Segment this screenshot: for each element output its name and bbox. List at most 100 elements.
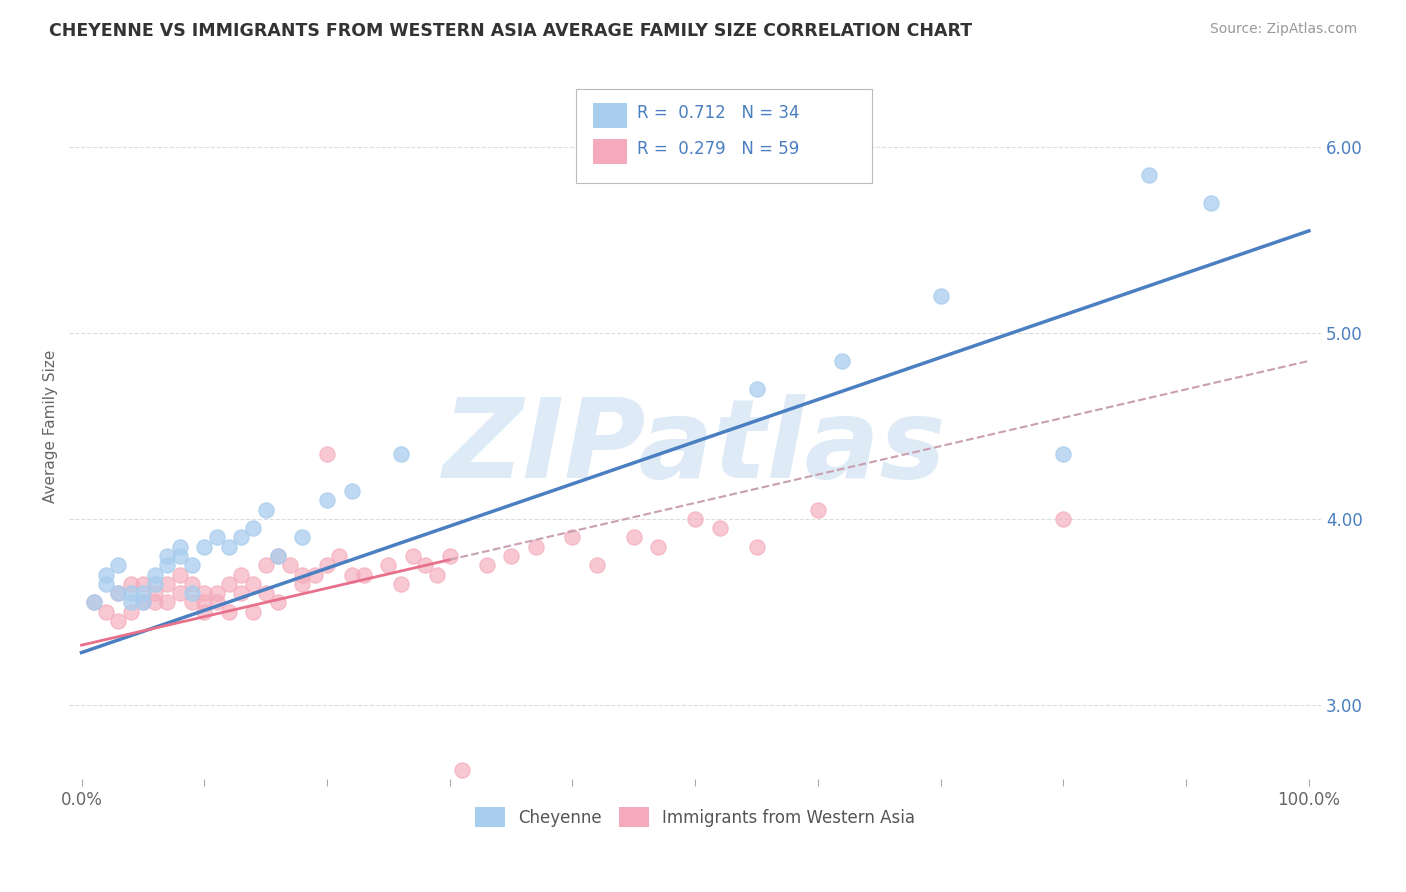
Point	[389, 577, 412, 591]
Point	[193, 605, 215, 619]
Point	[181, 577, 204, 591]
Point	[328, 549, 350, 563]
Point	[193, 540, 215, 554]
Point	[169, 567, 191, 582]
Point	[475, 558, 498, 573]
Point	[107, 586, 129, 600]
Text: ZIPatlas: ZIPatlas	[443, 393, 948, 500]
Point	[143, 567, 166, 582]
Point	[278, 558, 301, 573]
Text: Source: ZipAtlas.com: Source: ZipAtlas.com	[1209, 22, 1357, 37]
Point	[120, 595, 142, 609]
Point	[94, 577, 117, 591]
Point	[524, 540, 547, 554]
Point	[1052, 512, 1074, 526]
Point	[156, 577, 179, 591]
Point	[254, 586, 277, 600]
Point	[205, 586, 228, 600]
Point	[929, 289, 952, 303]
Point	[132, 595, 155, 609]
Point	[169, 540, 191, 554]
Point	[107, 586, 129, 600]
Legend: Cheyenne, Immigrants from Western Asia: Cheyenne, Immigrants from Western Asia	[468, 800, 922, 834]
Point	[132, 577, 155, 591]
Point	[229, 567, 252, 582]
Text: R =  0.712   N = 34: R = 0.712 N = 34	[637, 104, 800, 122]
Point	[156, 595, 179, 609]
Point	[94, 567, 117, 582]
Point	[143, 595, 166, 609]
Point	[340, 483, 363, 498]
Point	[291, 530, 314, 544]
Point	[132, 595, 155, 609]
Point	[340, 567, 363, 582]
Point	[267, 549, 290, 563]
Point	[107, 614, 129, 628]
Point	[169, 586, 191, 600]
Point	[120, 577, 142, 591]
Point	[193, 595, 215, 609]
Point	[218, 577, 240, 591]
Point	[205, 530, 228, 544]
Point	[229, 586, 252, 600]
Point	[120, 586, 142, 600]
Point	[218, 605, 240, 619]
Point	[426, 567, 449, 582]
Point	[561, 530, 583, 544]
Point	[377, 558, 399, 573]
Point	[745, 382, 768, 396]
Point	[291, 567, 314, 582]
Point	[291, 577, 314, 591]
Point	[143, 586, 166, 600]
Point	[586, 558, 609, 573]
Point	[181, 558, 204, 573]
Point	[181, 595, 204, 609]
Text: CHEYENNE VS IMMIGRANTS FROM WESTERN ASIA AVERAGE FAMILY SIZE CORRELATION CHART: CHEYENNE VS IMMIGRANTS FROM WESTERN ASIA…	[49, 22, 973, 40]
Point	[389, 447, 412, 461]
Point	[169, 549, 191, 563]
Point	[501, 549, 523, 563]
Point	[267, 549, 290, 563]
Point	[242, 521, 264, 535]
Point	[242, 577, 264, 591]
Point	[254, 558, 277, 573]
Point	[439, 549, 461, 563]
Point	[83, 595, 105, 609]
Point	[413, 558, 436, 573]
Point	[205, 595, 228, 609]
Point	[267, 595, 290, 609]
Point	[647, 540, 669, 554]
Text: R =  0.279   N = 59: R = 0.279 N = 59	[637, 140, 799, 158]
Point	[709, 521, 731, 535]
Point	[120, 605, 142, 619]
Point	[156, 549, 179, 563]
Point	[143, 577, 166, 591]
Point	[623, 530, 645, 544]
Point	[1199, 196, 1222, 211]
Point	[229, 530, 252, 544]
Point	[1052, 447, 1074, 461]
Point	[451, 763, 474, 777]
Point	[304, 567, 326, 582]
Point	[807, 502, 830, 516]
Point	[353, 567, 375, 582]
Point	[242, 605, 264, 619]
Point	[745, 540, 768, 554]
Point	[218, 540, 240, 554]
Point	[402, 549, 425, 563]
Point	[107, 558, 129, 573]
Point	[94, 605, 117, 619]
Point	[316, 447, 339, 461]
Point	[132, 586, 155, 600]
Point	[316, 493, 339, 508]
Point	[316, 558, 339, 573]
Point	[683, 512, 706, 526]
Point	[831, 354, 853, 368]
Point	[83, 595, 105, 609]
Y-axis label: Average Family Size: Average Family Size	[44, 350, 58, 502]
Point	[254, 502, 277, 516]
Point	[193, 586, 215, 600]
Point	[1137, 168, 1160, 182]
Point	[181, 586, 204, 600]
Point	[156, 558, 179, 573]
